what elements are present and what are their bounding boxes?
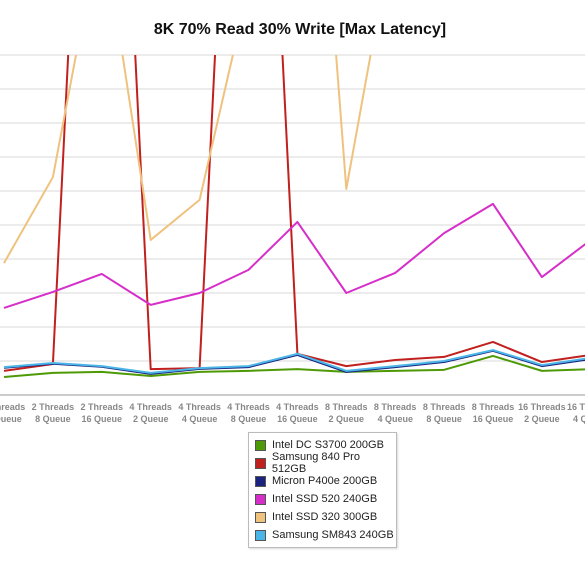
legend-swatch bbox=[255, 511, 266, 523]
x-tick-label: 16 Threads 2 Queue bbox=[518, 402, 566, 424]
x-tick-label: 8 Threads 16 Queue bbox=[472, 402, 515, 424]
series-line bbox=[3, 202, 585, 309]
x-tick-label: 4 Threads 8 Queue bbox=[227, 402, 270, 424]
legend-swatch bbox=[255, 439, 266, 451]
legend-item: Intel SSD 520 240GB bbox=[249, 490, 396, 508]
legend: Intel DC S3700 200GB Samsung 840 Pro 512G… bbox=[248, 432, 397, 548]
chart-title: 8K 70% Read 30% Write [Max Latency] bbox=[154, 21, 446, 38]
legend-label: Micron P400e 200GB bbox=[272, 475, 378, 487]
legend-item: Intel SSD 320 300GB bbox=[249, 508, 396, 526]
legend-label: Intel SSD 320 300GB bbox=[272, 511, 378, 523]
x-tick-label: 4 Threads 4 Queue bbox=[178, 402, 221, 424]
legend-item: Micron P400e 200GB bbox=[249, 472, 396, 490]
series-line bbox=[3, 349, 585, 374]
plot-area bbox=[3, 55, 585, 378]
x-tick-label: 8 Threads 2 Queue bbox=[325, 402, 368, 424]
x-tick-label: 4 Threads 2 Queue bbox=[129, 402, 172, 424]
x-tick-label: 8 Threads 8 Queue bbox=[423, 402, 466, 424]
legend-swatch bbox=[255, 457, 266, 469]
legend-label: Intel SSD 520 240GB bbox=[272, 493, 378, 505]
x-tick-label: 2 Threads 8 Queue bbox=[32, 402, 75, 424]
x-tick-label: 8 Threads 4 Queue bbox=[374, 402, 417, 424]
x-tick-label: 2 Threads 16 Queue bbox=[81, 402, 124, 424]
legend-label: Samsung 840 Pro 512GB bbox=[271, 451, 360, 475]
legend-swatch bbox=[255, 493, 266, 505]
series-line bbox=[3, 55, 585, 372]
legend-swatch bbox=[255, 529, 266, 541]
legend-item: Intel DC S3700 200GB bbox=[249, 436, 396, 454]
legend-item: Samsung 840 Pro 512GB bbox=[249, 451, 396, 475]
legend-swatch bbox=[255, 475, 266, 487]
legend-label: Samsung SM843 240GB bbox=[272, 529, 394, 541]
legend-item: Samsung SM843 240GB bbox=[249, 526, 396, 544]
x-tick-label: 4 Threads 16 Queue bbox=[276, 402, 319, 424]
legend-label: Intel DC S3700 200GB bbox=[272, 439, 384, 451]
series-line bbox=[3, 354, 585, 378]
